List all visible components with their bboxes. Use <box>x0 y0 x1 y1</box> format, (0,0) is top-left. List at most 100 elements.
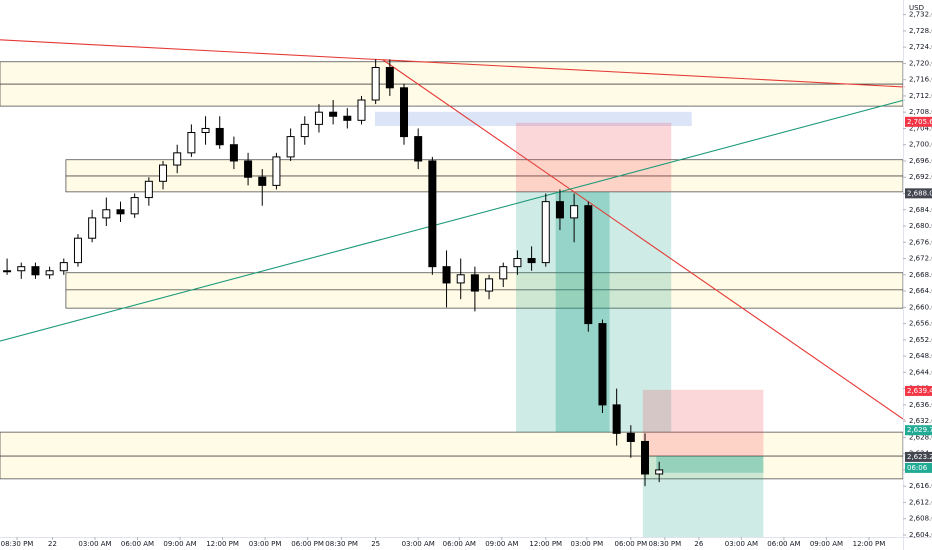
y-tick-label: 2,732.00 <box>909 11 932 19</box>
candle-body <box>201 127 210 134</box>
zone <box>0 455 904 480</box>
candle-body <box>314 111 323 125</box>
zone <box>65 272 904 291</box>
x-tick-label: 06:00 AM <box>443 540 476 548</box>
y-tick-label: 2,648.00 <box>909 352 932 360</box>
candle-body <box>357 99 366 121</box>
y-tick-label: 2,708.00 <box>909 108 932 116</box>
candle-body <box>414 136 423 162</box>
x-tick-label: 06:00 PM <box>614 540 647 548</box>
zone <box>0 83 904 107</box>
x-tick-label: 03:00 PM <box>571 540 604 548</box>
y-tick-label: 2,712.00 <box>909 92 932 100</box>
y-tick-label: 2,660.00 <box>909 303 932 311</box>
price-label-box <box>905 451 932 462</box>
candle-body <box>187 132 196 154</box>
unit-label: USD <box>909 4 924 12</box>
zone <box>65 159 904 177</box>
trend-line <box>0 39 905 88</box>
x-tick-label: 22 <box>48 540 57 548</box>
candle-body <box>641 440 649 475</box>
zone <box>65 175 904 193</box>
y-tick-label: 2,672.00 <box>909 255 932 263</box>
candle-body <box>31 266 40 276</box>
price-label-box <box>905 385 932 396</box>
candle-body <box>73 237 82 264</box>
candle-body <box>244 160 253 178</box>
candle-body <box>598 323 607 406</box>
candle-body <box>229 144 238 162</box>
candle-body <box>499 266 508 280</box>
x-tick-label: 12:00 PM <box>206 540 239 548</box>
stop-zone <box>516 122 672 192</box>
highlight-zone <box>374 111 692 127</box>
candle-body <box>541 201 550 264</box>
y-tick-label: 2,680.00 <box>909 222 932 230</box>
y-tick-label: 2,716.00 <box>909 76 932 84</box>
zone <box>0 61 904 85</box>
candle-body <box>470 274 479 292</box>
y-tick-label: 2,612.00 <box>909 498 932 506</box>
candle-body <box>159 164 168 182</box>
candle-body <box>130 197 139 215</box>
candle-body <box>456 274 465 284</box>
candle-body <box>300 123 309 138</box>
x-tick-label: 03:00 AM <box>725 540 758 548</box>
y-tick-label: 2,696.00 <box>909 157 932 165</box>
candle-body <box>329 111 338 117</box>
y-tick-label: 2,700.00 <box>909 141 932 149</box>
y-tick-label: 2,644.00 <box>909 368 932 376</box>
x-tick-label: 03:00 AM <box>402 540 435 548</box>
plot-area <box>0 39 905 537</box>
zone <box>65 289 904 309</box>
x-tick-label: 06:00 PM <box>291 540 324 548</box>
candle-body <box>215 127 224 146</box>
candle-body <box>612 404 621 434</box>
candle-body <box>45 270 54 276</box>
price-label: 2,639.43 <box>907 387 932 395</box>
x-tick-label: 09:00 AM <box>810 540 843 548</box>
candle-body <box>173 152 182 166</box>
price-label-box <box>905 425 932 436</box>
candle-body <box>59 262 68 272</box>
x-tick-label: 08:30 PM <box>325 540 358 548</box>
candle-body <box>343 115 352 121</box>
trend-line <box>0 99 905 342</box>
price-label: 2,688.04 <box>907 189 932 197</box>
candle-body <box>570 205 579 219</box>
candle-body <box>385 66 394 89</box>
candle-body <box>428 160 437 268</box>
candle-body <box>144 180 153 199</box>
candle-body <box>272 156 281 186</box>
price-label-box <box>905 188 932 199</box>
x-tick-label: 03:00 PM <box>249 540 282 548</box>
candle-body <box>485 278 494 292</box>
candle-body <box>286 136 295 158</box>
price-label-box <box>905 116 932 127</box>
candle-body <box>258 176 267 186</box>
candle-body <box>513 258 522 268</box>
candle-body <box>626 432 635 442</box>
stop-zone <box>642 389 764 457</box>
x-tick-label: 26 <box>694 540 703 548</box>
candle-body <box>17 266 26 272</box>
candle-body <box>527 258 536 264</box>
y-tick-label: 2,628.00 <box>909 433 932 441</box>
candle-body <box>3 270 12 273</box>
x-tick-label: 09:00 AM <box>485 540 518 548</box>
y-tick-label: 2,636.00 <box>909 401 932 409</box>
filled-zone <box>656 456 764 473</box>
candle-body <box>371 66 380 101</box>
x-tick-label: 09:00 AM <box>163 540 196 548</box>
y-tick-label: 2,704.00 <box>909 124 932 132</box>
candle-body <box>400 87 409 138</box>
candle-body <box>655 469 664 475</box>
zone <box>0 431 904 457</box>
y-tick-label: 2,684.00 <box>909 206 932 214</box>
candle-body <box>442 266 451 284</box>
candle-body <box>116 209 125 215</box>
candle-body <box>555 201 564 219</box>
y-tick-label: 2,676.00 <box>909 238 932 246</box>
countdown-box <box>905 462 932 473</box>
